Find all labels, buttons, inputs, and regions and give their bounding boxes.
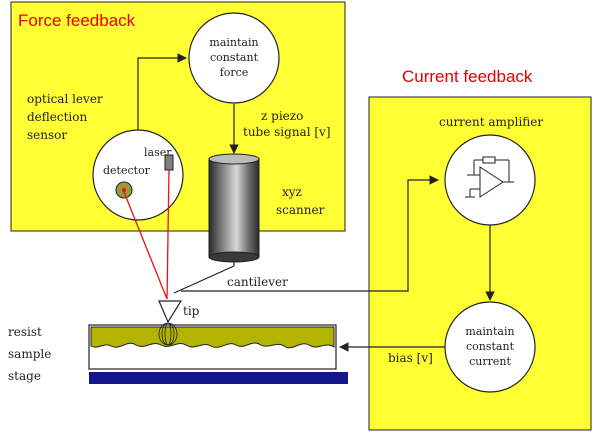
maintain-force-label: maintain constant force	[209, 36, 258, 79]
bias-label: bias [v]	[388, 351, 433, 365]
force-feedback-title: Force feedback	[18, 11, 136, 30]
sample-side-labels: resist sample stage	[8, 325, 51, 383]
svg-text:sample: sample	[8, 347, 51, 361]
optical-lever-sensor	[92, 129, 184, 221]
svg-text:optical lever: optical lever	[27, 92, 103, 106]
z-piezo-label: z piezo tube signal [v]	[243, 109, 331, 139]
svg-text:stage: stage	[8, 369, 41, 383]
xyz-scanner-cylinder	[208, 153, 260, 263]
resist-sample	[90, 326, 335, 349]
svg-text:current: current	[469, 355, 511, 368]
tip	[158, 300, 183, 324]
sensor-to-controller-arrow	[137, 53, 187, 131]
current-amplifier-label: current amplifier	[439, 115, 543, 129]
current-signal-arrow	[181, 175, 439, 292]
svg-text:resist: resist	[8, 325, 42, 339]
maintain-force-controller	[188, 12, 280, 104]
laser-beam-incident	[166, 169, 170, 300]
svg-text:deflection: deflection	[27, 110, 87, 124]
xyz-scanner-label: xyz scanner	[276, 185, 325, 217]
svg-text:maintain: maintain	[209, 36, 258, 49]
svg-text:constant: constant	[210, 51, 259, 64]
stage	[89, 372, 348, 384]
svg-text:sensor: sensor	[27, 128, 67, 142]
op-amp-icon	[465, 156, 514, 198]
svg-text:constant: constant	[466, 340, 515, 353]
cantilever-arm	[173, 265, 235, 294]
current-amplifier	[444, 134, 536, 226]
svg-text:z piezo: z piezo	[261, 109, 303, 123]
tip-field-lines	[158, 322, 178, 346]
svg-text:tube signal [v]: tube signal [v]	[243, 125, 331, 139]
svg-text:maintain: maintain	[465, 325, 514, 338]
tip-label: tip	[183, 304, 200, 318]
maintain-current-label: maintain constant current	[465, 325, 514, 368]
svg-text:scanner: scanner	[276, 203, 325, 217]
current-feedback-title: Current feedback	[402, 67, 533, 86]
svg-text:force: force	[220, 66, 249, 79]
cantilever-label: cantilever	[227, 275, 288, 289]
laser-icon	[164, 154, 174, 171]
svg-text:xyz: xyz	[282, 185, 302, 199]
detector-dot	[122, 188, 126, 192]
detector-label: detector	[103, 164, 151, 177]
laser-beam-reflected	[123, 191, 168, 300]
optical-lever-label: optical lever deflection sensor	[27, 92, 103, 142]
